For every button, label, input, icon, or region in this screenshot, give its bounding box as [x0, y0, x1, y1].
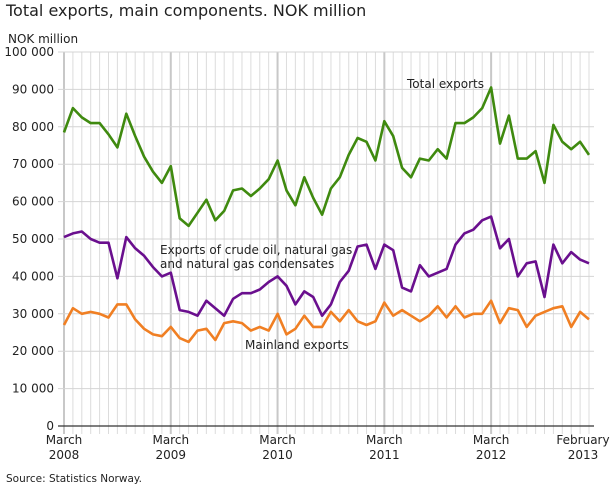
y-tick-label: 70 000 — [12, 157, 54, 171]
y-tick-label: 20 000 — [12, 344, 54, 358]
y-tick-label: 40 000 — [12, 269, 54, 283]
grid — [58, 51, 594, 434]
y-tick-label: 100 000 — [4, 45, 54, 59]
x-tick-year: 2008 — [49, 448, 80, 462]
y-tick-label: 80 000 — [12, 120, 54, 134]
y-tick-label: 60 000 — [12, 195, 54, 209]
x-tick-month: March — [473, 433, 510, 447]
y-axis-label: NOK million — [8, 32, 79, 46]
x-tick-month: March — [259, 433, 296, 447]
chart-title: Total exports, main components. NOK mill… — [6, 1, 367, 20]
x-tick-year: 2010 — [262, 448, 293, 462]
series-line-0 — [62, 86, 591, 228]
series-label-1: Exports of crude oil, natural gas — [160, 243, 352, 257]
source-note: Source: Statistics Norway. — [6, 473, 142, 485]
x-tick-month: March — [152, 433, 189, 447]
x-tick-month: March — [46, 433, 83, 447]
y-tick-label: 50 000 — [12, 232, 54, 246]
y-tick-label: 30 000 — [12, 307, 54, 321]
series-line-2 — [62, 299, 590, 344]
x-tick-month: February — [556, 433, 609, 447]
y-tick-label: 90 000 — [12, 82, 54, 96]
series-line-1 — [63, 215, 590, 317]
x-tick-year: 2012 — [476, 448, 507, 462]
y-tick-label: 0 — [46, 419, 54, 433]
x-tick-year: 2009 — [156, 448, 187, 462]
x-tick-year: 2013 — [568, 448, 599, 462]
y-tick-label: 10 000 — [12, 382, 54, 396]
series-label-2: Mainland exports — [245, 338, 349, 352]
x-tick-month: March — [366, 433, 403, 447]
series-label-0: Total exports — [406, 77, 484, 91]
series-label-1: and natural gas condensates — [160, 257, 334, 271]
x-tick-year: 2011 — [369, 448, 400, 462]
